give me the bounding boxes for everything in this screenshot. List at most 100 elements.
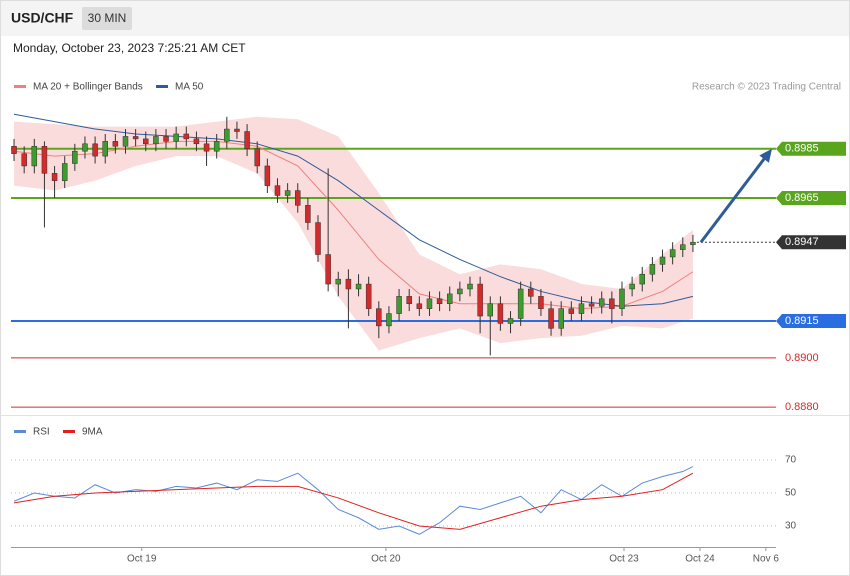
- y-tick-label: 70: [785, 455, 797, 466]
- candle-body: [143, 138, 149, 145]
- candle-body: [548, 308, 554, 329]
- legend-label: RSI: [33, 427, 50, 438]
- x-tick-label: Oct 24: [685, 554, 715, 565]
- candle-body: [284, 190, 291, 196]
- legend-swatch: [14, 85, 26, 88]
- y-tick-label: 30: [785, 521, 797, 532]
- candle-body: [31, 146, 38, 167]
- candle-body: [517, 288, 524, 319]
- target-arrow: [699, 152, 770, 244]
- timestamp: Monday, October 23, 2023 7:25:21 AM CET: [13, 41, 246, 55]
- candle-body: [507, 318, 514, 324]
- level-label: 0.8985: [785, 143, 819, 155]
- candle-body: [639, 273, 646, 285]
- candle-body: [477, 283, 483, 317]
- candle-body: [487, 303, 494, 317]
- candle-body: [457, 288, 463, 295]
- chart-title: USD/CHF: [11, 10, 74, 26]
- legend-swatch: [14, 430, 26, 433]
- candle-body: [294, 190, 301, 206]
- candle-body: [436, 298, 443, 304]
- level-label: 0.8965: [785, 192, 819, 204]
- candle-body: [497, 303, 504, 324]
- candle-body: [376, 308, 382, 327]
- level-label: 0.8900: [785, 352, 819, 364]
- level-label: 0.8880: [785, 401, 819, 413]
- candle-body: [102, 141, 108, 157]
- legend-label: 9MA: [82, 427, 103, 438]
- candle-body: [578, 303, 585, 314]
- candle-body: [528, 288, 534, 297]
- candle-body: [254, 148, 260, 167]
- y-tick-label: 50: [785, 488, 797, 499]
- candle-body: [153, 136, 159, 145]
- candle-body: [598, 298, 605, 307]
- candle-body: [224, 128, 230, 142]
- candle-body: [213, 141, 220, 152]
- x-tick-label: Oct 20: [371, 554, 401, 565]
- candle-body: [112, 141, 119, 147]
- candle-body: [92, 143, 98, 157]
- candle-body: [51, 173, 58, 181]
- candle-body: [649, 264, 656, 275]
- candle-body: [274, 185, 281, 196]
- target-arrow-head: [759, 148, 772, 163]
- candle-body: [355, 283, 362, 290]
- candle-body: [558, 308, 564, 329]
- level-tag: [776, 141, 846, 156]
- candle-body: [426, 298, 433, 309]
- level-tag: [776, 313, 846, 328]
- candle-body: [193, 138, 200, 145]
- legend-swatch: [63, 430, 75, 433]
- candle-body: [82, 143, 88, 152]
- candle-body: [467, 283, 473, 290]
- candle-body: [406, 296, 412, 304]
- level-label: 0.8915: [785, 315, 819, 327]
- candle-body: [365, 283, 372, 309]
- candle-body: [538, 296, 544, 309]
- candle-body: [173, 133, 179, 142]
- candle-body: [396, 296, 402, 314]
- candle-body: [21, 153, 27, 167]
- series-line: [13, 140, 694, 310]
- x-tick-label: Oct 23: [609, 554, 639, 565]
- candle-body: [345, 278, 352, 290]
- level-tag: [776, 190, 846, 205]
- legend-swatch: [156, 85, 168, 88]
- timeframe-badge[interactable]: [82, 7, 132, 30]
- series-line: [13, 113, 694, 307]
- candle-body: [203, 143, 210, 152]
- candle-body: [234, 128, 240, 132]
- candle-body: [11, 146, 17, 154]
- legend-label: MA 50: [175, 82, 204, 93]
- candle-body: [132, 136, 139, 140]
- candle-body: [72, 150, 78, 164]
- candle-body: [568, 308, 575, 314]
- candle-body: [122, 136, 129, 147]
- candle-body: [61, 163, 68, 181]
- candle-body: [163, 136, 169, 142]
- candle-body: [416, 303, 423, 309]
- level-label: 0.8947: [785, 236, 819, 248]
- candle-body: [588, 303, 595, 307]
- candle-body: [386, 313, 392, 327]
- x-tick-label: Oct 19: [127, 554, 157, 565]
- level-tag: [776, 235, 846, 250]
- candle-body: [690, 241, 696, 245]
- candle-body: [629, 283, 635, 290]
- candle-body: [244, 131, 250, 149]
- timeframe[interactable]: 30 MIN: [88, 11, 127, 25]
- candle-body: [446, 293, 453, 304]
- legend-label: MA 20 + Bollinger Bands: [33, 82, 143, 93]
- candle-body: [619, 288, 625, 309]
- candle-body: [659, 256, 666, 265]
- series-line: [13, 472, 694, 530]
- candle-body: [305, 205, 311, 223]
- candle-body: [183, 133, 190, 140]
- candle-body: [41, 146, 48, 174]
- x-tick-label: Nov 6: [753, 554, 780, 565]
- candle-body: [325, 254, 331, 285]
- candle-body: [264, 165, 271, 186]
